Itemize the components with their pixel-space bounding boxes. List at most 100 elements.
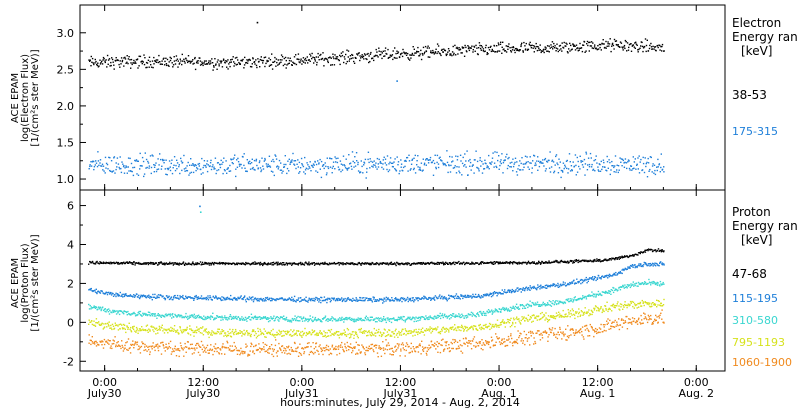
- data-point: [139, 296, 141, 299]
- data-point: [482, 311, 485, 313]
- data-point: [544, 170, 547, 172]
- data-point: [320, 332, 323, 334]
- data-point: [157, 313, 159, 315]
- data-point: [158, 325, 161, 328]
- data-point: [553, 303, 555, 306]
- data-point: [265, 317, 267, 319]
- data-point: [119, 310, 122, 312]
- data-point: [408, 154, 410, 156]
- data-point: [534, 46, 536, 48]
- data-point: [577, 282, 579, 284]
- data-point: [574, 283, 576, 285]
- data-point: [632, 281, 634, 283]
- data-point: [419, 262, 421, 265]
- data-point: [132, 312, 134, 314]
- data-point: [591, 277, 593, 279]
- data-point: [207, 315, 209, 318]
- data-point: [152, 263, 154, 265]
- data-point: [415, 297, 417, 299]
- data-point: [359, 329, 362, 331]
- data-point: [329, 166, 332, 168]
- data-point: [483, 50, 485, 53]
- data-point: [534, 302, 537, 304]
- data-point: [599, 294, 602, 296]
- data-point: [319, 330, 321, 332]
- data-point: [323, 65, 325, 67]
- data-point: [374, 332, 376, 334]
- data-point: [377, 56, 379, 58]
- data-point: [335, 299, 337, 301]
- data-point: [314, 263, 317, 265]
- data-point: [267, 264, 269, 266]
- data-point: [565, 160, 568, 162]
- data-point: [547, 284, 549, 287]
- data-point: [119, 168, 121, 170]
- data-point: [622, 284, 624, 287]
- data-point: [145, 66, 147, 69]
- data-point: [635, 41, 637, 43]
- data-point: [264, 263, 266, 265]
- data-point: [388, 163, 390, 165]
- data-point: [485, 294, 488, 297]
- data-point: [268, 155, 271, 157]
- data-point: [301, 263, 303, 266]
- data-point: [153, 296, 156, 298]
- data-point: [421, 263, 424, 265]
- data-point: [640, 45, 642, 47]
- data-point: [507, 308, 509, 310]
- data-point: [354, 331, 356, 333]
- data-point: [639, 251, 641, 254]
- data-point: [111, 323, 114, 326]
- data-point: [335, 58, 337, 60]
- data-point: [599, 170, 602, 172]
- data-point: [636, 285, 638, 287]
- data-point: [295, 263, 297, 265]
- data-point: [407, 317, 409, 320]
- data-point: [479, 157, 481, 159]
- data-point: [287, 331, 289, 334]
- data-point: [424, 317, 426, 320]
- data-point: [442, 162, 444, 164]
- data-point: [268, 299, 270, 301]
- data-point: [448, 297, 451, 300]
- data-point: [123, 165, 125, 167]
- data-point: [456, 46, 458, 49]
- data-point: [582, 166, 585, 168]
- data-point: [262, 298, 265, 300]
- data-point: [528, 168, 530, 170]
- data-point: [597, 48, 600, 50]
- data-point: [306, 333, 309, 335]
- data-point: [301, 164, 304, 166]
- data-point: [352, 320, 355, 322]
- data-point: [659, 280, 662, 283]
- data-point: [638, 264, 640, 266]
- data-point: [403, 316, 405, 318]
- data-point: [305, 261, 307, 263]
- data-point: [285, 318, 287, 320]
- data-point: [499, 161, 501, 163]
- data-point: [104, 310, 106, 313]
- data-point: [572, 300, 575, 302]
- data-point: [177, 66, 179, 68]
- data-point: [510, 291, 513, 294]
- data-point: [369, 263, 371, 266]
- data-point: [167, 328, 169, 330]
- data-point: [524, 289, 526, 292]
- data-point: [109, 65, 111, 67]
- data-point: [190, 171, 193, 174]
- data-point: [102, 328, 104, 330]
- data-point: [147, 296, 149, 298]
- data-point: [344, 165, 346, 167]
- data-point: [278, 159, 281, 162]
- data-point: [462, 295, 464, 297]
- data-point: [644, 281, 646, 283]
- data-point: [263, 56, 265, 59]
- data-point: [593, 260, 596, 262]
- data-point: [452, 54, 455, 56]
- data-point: [408, 298, 410, 300]
- data-point: [461, 174, 463, 176]
- data-point: [539, 304, 541, 306]
- data-point: [437, 166, 440, 169]
- data-point: [217, 162, 219, 164]
- data-point: [407, 300, 409, 303]
